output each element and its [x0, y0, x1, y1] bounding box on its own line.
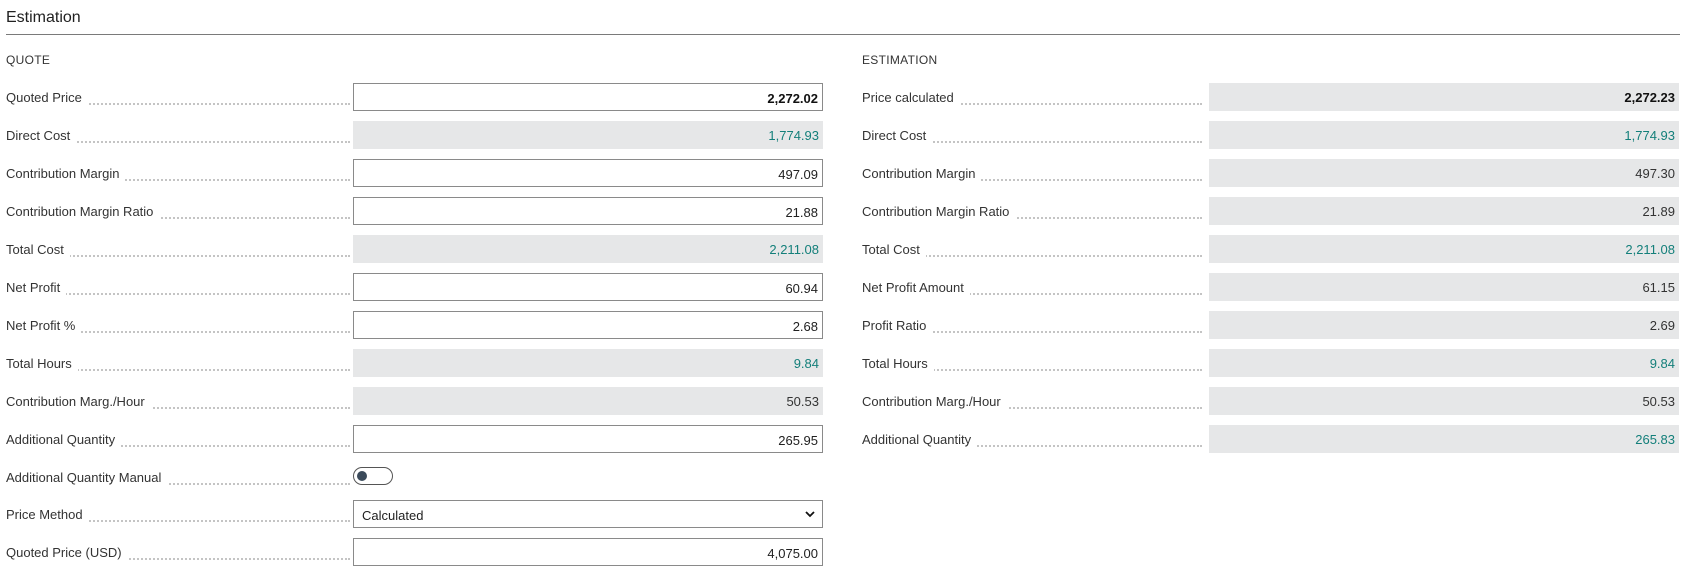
- profit-ratio-label[interactable]: Profit Ratio: [862, 318, 933, 333]
- total-hours-label[interactable]: Total Hours: [6, 356, 78, 371]
- est-contribution-margin-ratio-value: 21.89: [1209, 197, 1679, 225]
- est-contribution-margin-value: 497.30: [1209, 159, 1679, 187]
- est-contribution-margin-label[interactable]: Contribution Margin: [862, 166, 982, 181]
- est-additional-quantity-value-link[interactable]: 265.83: [1209, 425, 1679, 453]
- est-contribution-marg-hour-value: 50.53: [1209, 387, 1679, 415]
- quote-row-additional-quantity-manual: Additional Quantity Manual: [6, 463, 831, 491]
- section-header[interactable]: Estimation: [6, 0, 1680, 35]
- quote-row-total-cost: Total Cost 2,211.08: [6, 235, 831, 263]
- quote-row-additional-quantity: Additional Quantity 265.95: [6, 425, 831, 453]
- dotted-leader: [862, 445, 1202, 447]
- est-direct-cost-value-link[interactable]: 1,774.93: [1209, 121, 1679, 149]
- quote-row-direct-cost: Direct Cost 1,774.93: [6, 121, 831, 149]
- est-total-hours-label[interactable]: Total Hours: [862, 356, 934, 371]
- quoted-price-input[interactable]: 2,272.02: [353, 83, 823, 111]
- est-total-hours-value-link[interactable]: 9.84: [1209, 349, 1679, 377]
- net-profit-amount-label[interactable]: Net Profit Amount: [862, 280, 970, 295]
- total-hours-value-link[interactable]: 9.84: [353, 349, 823, 377]
- contribution-marg-hour-label[interactable]: Contribution Marg./Hour: [6, 394, 151, 409]
- estimation-group-title: ESTIMATION: [862, 53, 938, 67]
- contribution-marg-hour-value: 50.53: [353, 387, 823, 415]
- quote-row-total-hours: Total Hours 9.84: [6, 349, 831, 377]
- dotted-leader: [862, 103, 1202, 105]
- estimation-row-additional-quantity: Additional Quantity 265.83: [862, 425, 1680, 453]
- contribution-margin-label[interactable]: Contribution Margin: [6, 166, 126, 181]
- dotted-leader: [6, 483, 350, 485]
- additional-quantity-manual-toggle[interactable]: [353, 467, 393, 485]
- est-total-cost-label[interactable]: Total Cost: [862, 242, 926, 257]
- contribution-margin-ratio-input[interactable]: 21.88: [353, 197, 823, 225]
- estimation-row-direct-cost: Direct Cost 1,774.93: [862, 121, 1680, 149]
- direct-cost-label[interactable]: Direct Cost: [6, 128, 77, 143]
- net-profit-label[interactable]: Net Profit: [6, 280, 67, 295]
- estimation-row-price-calculated: Price calculated 2,272.23: [862, 83, 1680, 111]
- net-profit-input[interactable]: 60.94: [353, 273, 823, 301]
- quote-group-title: QUOTE: [6, 53, 51, 67]
- total-cost-value-link[interactable]: 2,211.08: [353, 235, 823, 263]
- quote-row-net-profit-pct: Net Profit % 2.68: [6, 311, 831, 339]
- dotted-leader: [6, 217, 350, 219]
- section-title[interactable]: Estimation: [6, 9, 81, 26]
- dotted-leader: [6, 369, 350, 371]
- dotted-leader: [862, 407, 1202, 409]
- dotted-leader: [6, 179, 350, 181]
- estimation-row-net-profit-amount: Net Profit Amount 61.15: [862, 273, 1680, 301]
- total-cost-label[interactable]: Total Cost: [6, 242, 70, 257]
- quote-row-contribution-marg-hour: Contribution Marg./Hour 50.53: [6, 387, 831, 415]
- dotted-leader: [6, 293, 350, 295]
- dotted-leader: [862, 217, 1202, 219]
- quote-row-contribution-margin-ratio: Contribution Margin Ratio 21.88: [6, 197, 831, 225]
- direct-cost-value-link[interactable]: 1,774.93: [353, 121, 823, 149]
- price-calculated-label[interactable]: Price calculated: [862, 90, 960, 105]
- dotted-leader: [6, 255, 350, 257]
- estimation-row-total-cost: Total Cost 2,211.08: [862, 235, 1680, 263]
- estimation-row-contribution-margin-ratio: Contribution Margin Ratio 21.89: [862, 197, 1680, 225]
- est-direct-cost-label[interactable]: Direct Cost: [862, 128, 933, 143]
- dotted-leader: [6, 331, 350, 333]
- price-method-selected-value: Calculated: [362, 508, 424, 523]
- price-method-select[interactable]: Calculated: [353, 500, 823, 528]
- dotted-leader: [862, 293, 1202, 295]
- dotted-leader: [862, 369, 1202, 371]
- quote-row-quoted-price-usd: Quoted Price (USD) 4,075.00: [6, 538, 831, 566]
- dotted-leader: [862, 141, 1202, 143]
- est-additional-quantity-label[interactable]: Additional Quantity: [862, 432, 978, 447]
- price-calculated-value: 2,272.23: [1209, 83, 1679, 111]
- dotted-leader: [6, 558, 350, 560]
- toggle-knob: [357, 471, 367, 481]
- est-total-cost-value-link[interactable]: 2,211.08: [1209, 235, 1679, 263]
- additional-quantity-input[interactable]: 265.95: [353, 425, 823, 453]
- chevron-down-icon: [805, 511, 815, 518]
- quoted-price-usd-input[interactable]: 4,075.00: [353, 538, 823, 566]
- additional-quantity-label[interactable]: Additional Quantity: [6, 432, 122, 447]
- profit-ratio-value: 2.69: [1209, 311, 1679, 339]
- quote-row-price-method: Price Method Calculated: [6, 500, 831, 528]
- dotted-leader: [6, 520, 350, 522]
- estimation-row-contribution-marg-hour: Contribution Marg./Hour 50.53: [862, 387, 1680, 415]
- dotted-leader: [6, 407, 350, 409]
- contribution-margin-input[interactable]: 497.09: [353, 159, 823, 187]
- net-profit-amount-value: 61.15: [1209, 273, 1679, 301]
- quoted-price-usd-label[interactable]: Quoted Price (USD): [6, 545, 128, 560]
- price-method-label[interactable]: Price Method: [6, 507, 89, 522]
- dotted-leader: [862, 179, 1202, 181]
- dotted-leader: [6, 445, 350, 447]
- quote-row-net-profit: Net Profit 60.94: [6, 273, 831, 301]
- estimation-row-contribution-margin: Contribution Margin 497.30: [862, 159, 1680, 187]
- additional-quantity-manual-label[interactable]: Additional Quantity Manual: [6, 470, 168, 485]
- dotted-leader: [6, 103, 350, 105]
- dotted-leader: [862, 331, 1202, 333]
- dotted-leader: [862, 255, 1202, 257]
- est-contribution-margin-ratio-label[interactable]: Contribution Margin Ratio: [862, 204, 1016, 219]
- est-contribution-marg-hour-label[interactable]: Contribution Marg./Hour: [862, 394, 1007, 409]
- quote-row-contribution-margin: Contribution Margin 497.09: [6, 159, 831, 187]
- estimation-row-profit-ratio: Profit Ratio 2.69: [862, 311, 1680, 339]
- quoted-price-label[interactable]: Quoted Price: [6, 90, 88, 105]
- quote-row-quoted-price: Quoted Price 2,272.02: [6, 83, 831, 111]
- net-profit-pct-label[interactable]: Net Profit %: [6, 318, 82, 333]
- dotted-leader: [6, 141, 350, 143]
- net-profit-pct-input[interactable]: 2.68: [353, 311, 823, 339]
- contribution-margin-ratio-label[interactable]: Contribution Margin Ratio: [6, 204, 160, 219]
- estimation-row-total-hours: Total Hours 9.84: [862, 349, 1680, 377]
